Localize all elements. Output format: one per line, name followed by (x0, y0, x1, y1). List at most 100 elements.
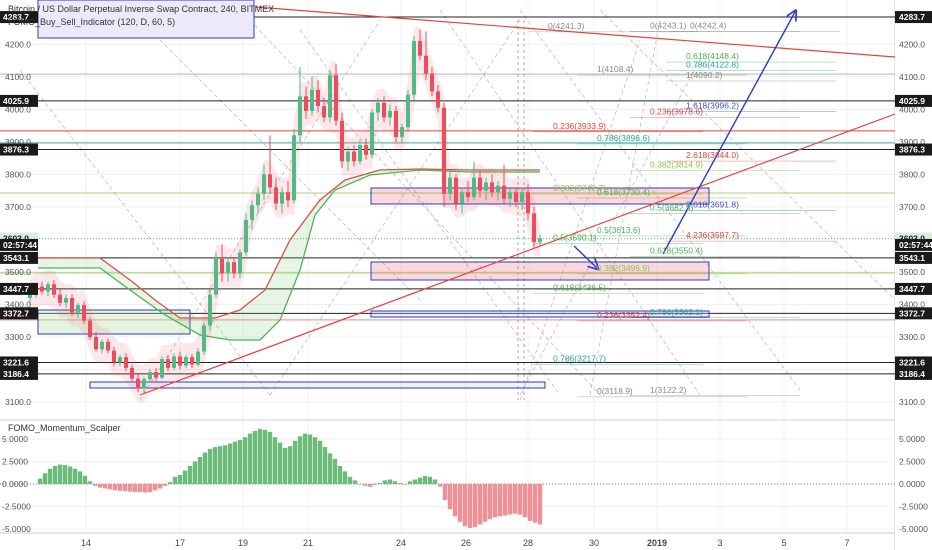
osc-bar[interactable] (397, 483, 403, 484)
osc-bar[interactable] (292, 440, 298, 484)
osc-bar[interactable] (422, 475, 428, 484)
descending-trendline[interactable] (255, 6, 896, 58)
osc-bar[interactable] (132, 484, 138, 493)
osc-bar[interactable] (152, 484, 158, 491)
osc-bar[interactable] (372, 484, 378, 485)
osc-bar[interactable] (517, 484, 523, 515)
osc-bar[interactable] (207, 448, 213, 484)
osc-bar[interactable] (522, 484, 528, 518)
osc-bar[interactable] (117, 484, 123, 491)
osc-bar[interactable] (272, 437, 278, 484)
osc-bar[interactable] (322, 447, 328, 484)
osc-bar[interactable] (222, 445, 228, 484)
osc-bar[interactable] (72, 468, 78, 484)
oscillator-pane[interactable] (0, 429, 895, 530)
osc-bar[interactable] (127, 484, 133, 492)
ascending-trendline[interactable] (139, 113, 896, 396)
osc-bar[interactable] (172, 476, 178, 484)
osc-bar[interactable] (467, 484, 473, 529)
osc-bar[interactable] (107, 484, 113, 490)
osc-bar[interactable] (112, 484, 118, 491)
osc-bar[interactable] (497, 484, 503, 517)
osc-bar[interactable] (82, 475, 88, 484)
osc-bar[interactable] (432, 479, 438, 485)
osc-bar[interactable] (232, 441, 238, 484)
osc-bar[interactable] (47, 468, 53, 484)
osc-bar[interactable] (382, 480, 388, 484)
osc-bar[interactable] (362, 484, 368, 486)
osc-bar[interactable] (187, 466, 193, 484)
osc-bar[interactable] (67, 466, 73, 484)
osc-bar[interactable] (277, 442, 283, 484)
osc-bar[interactable] (37, 478, 43, 484)
osc-bar[interactable] (142, 484, 148, 493)
osc-bar[interactable] (197, 457, 203, 484)
osc-bar[interactable] (347, 476, 353, 484)
osc-bar[interactable] (387, 479, 393, 485)
osc-bar[interactable] (462, 484, 468, 527)
time-axis[interactable]: 14 17 19 21 24 26 28 30 2019 3 5 7 (81, 538, 850, 548)
osc-bar[interactable] (212, 447, 218, 484)
osc-bar[interactable] (537, 484, 543, 525)
osc-bar[interactable] (457, 484, 463, 522)
osc-bar[interactable] (202, 452, 208, 485)
osc-bar[interactable] (427, 476, 433, 484)
osc-bar[interactable] (407, 481, 413, 484)
osc-bar[interactable] (147, 484, 153, 493)
osc-bar[interactable] (342, 471, 348, 484)
osc-bar[interactable] (217, 446, 223, 484)
osc-bar[interactable] (62, 465, 68, 484)
osc-bar[interactable] (92, 484, 98, 486)
osc-bar[interactable] (87, 481, 93, 484)
osc-bar[interactable] (392, 481, 398, 484)
osc-bar[interactable] (307, 434, 313, 485)
osc-bar[interactable] (512, 484, 518, 514)
osc-bar[interactable] (157, 484, 163, 489)
osc-bar[interactable] (97, 484, 103, 488)
osc-bar[interactable] (237, 439, 243, 484)
osc-bar[interactable] (502, 484, 508, 516)
trendlines-layer[interactable] (139, 6, 896, 396)
osc-bar[interactable] (487, 484, 493, 520)
osc-bar[interactable] (262, 430, 268, 484)
osc-bar[interactable] (312, 437, 318, 484)
osc-bar[interactable] (122, 484, 128, 492)
osc-bar[interactable] (282, 448, 288, 484)
up-arrow[interactable] (662, 12, 795, 255)
candles-layer[interactable] (28, 29, 542, 394)
osc-bar[interactable] (327, 453, 333, 484)
osc-bar[interactable] (472, 484, 478, 528)
osc-bar[interactable] (332, 458, 338, 484)
osc-bar[interactable] (532, 484, 538, 523)
osc-bar[interactable] (162, 484, 168, 486)
osc-bar[interactable] (402, 484, 408, 485)
osc-bar[interactable] (52, 466, 58, 484)
osc-bar[interactable] (167, 482, 173, 484)
osc-bar[interactable] (252, 430, 258, 484)
osc-bar[interactable] (287, 446, 293, 484)
osc-bar[interactable] (257, 429, 263, 484)
osc-bar[interactable] (527, 484, 533, 521)
osc-bar[interactable] (302, 433, 308, 484)
osc-bar[interactable] (247, 433, 253, 484)
osc-bar[interactable] (177, 475, 183, 484)
osc-bar[interactable] (297, 436, 303, 484)
osc-bar[interactable] (477, 484, 483, 525)
osc-bar[interactable] (412, 479, 418, 485)
osc-bar[interactable] (182, 470, 188, 485)
osc-bar[interactable] (242, 437, 248, 484)
osc-bar[interactable] (367, 484, 373, 487)
osc-bar[interactable] (452, 484, 458, 517)
osc-bar[interactable] (42, 473, 48, 484)
osc-bar[interactable] (137, 484, 143, 493)
osc-bar[interactable] (267, 431, 273, 484)
osc-bar[interactable] (442, 484, 448, 501)
osc-bar[interactable] (192, 461, 198, 485)
osc-bar[interactable] (377, 483, 383, 484)
osc-bar[interactable] (357, 484, 363, 485)
osc-bar[interactable] (417, 477, 423, 484)
osc-bar[interactable] (102, 484, 108, 489)
osc-bar[interactable] (77, 471, 83, 484)
